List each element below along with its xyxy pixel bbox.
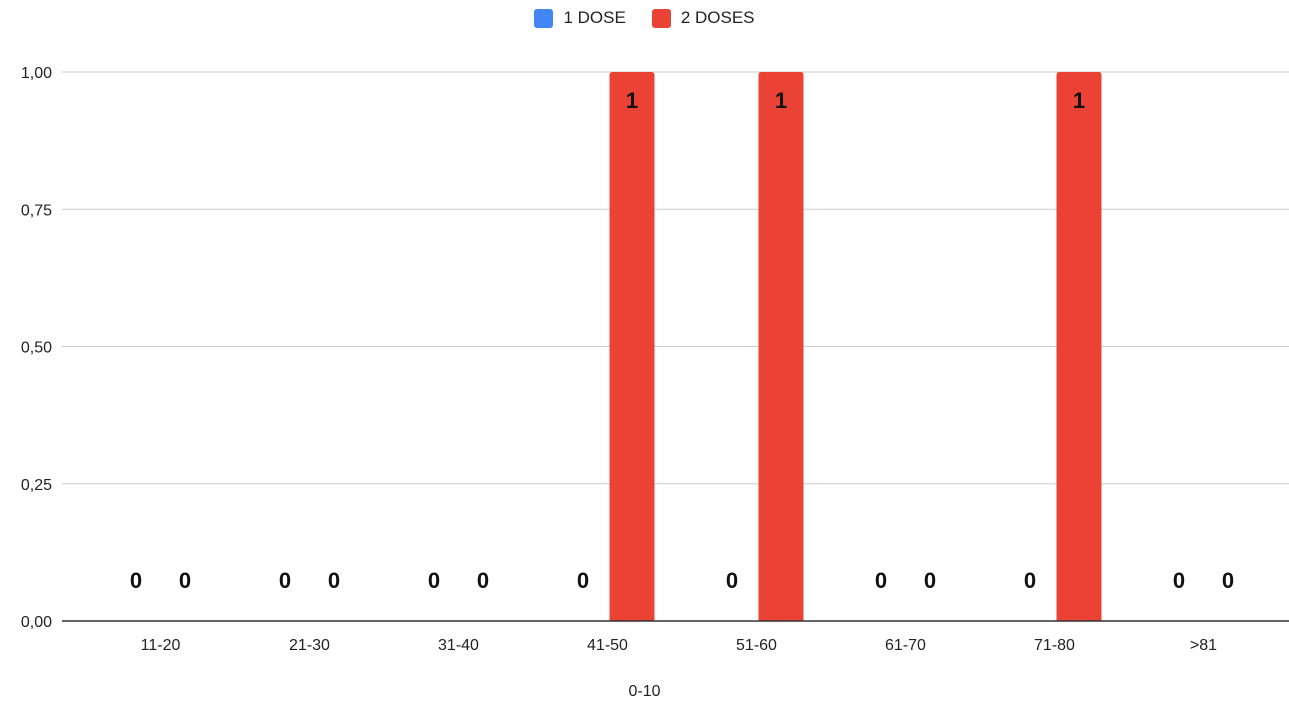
- bar: [759, 72, 804, 621]
- y-tick-label: 0,50: [21, 340, 52, 357]
- y-tick-label: 0,75: [21, 202, 52, 219]
- x-tick-label: 61-70: [885, 637, 926, 654]
- x-tick-label: 21-30: [289, 637, 330, 654]
- y-tick-label: 1,00: [21, 65, 52, 82]
- data-label: 1: [626, 88, 638, 113]
- data-label: 0: [179, 568, 191, 593]
- x-axis-label: 0-10: [0, 683, 1289, 701]
- data-label: 0: [279, 568, 291, 593]
- data-label: 0: [726, 568, 738, 593]
- x-tick-label: 31-40: [438, 637, 479, 654]
- x-tick-label: >81: [1190, 637, 1217, 654]
- data-label: 0: [1222, 568, 1234, 593]
- data-label: 0: [1024, 568, 1036, 593]
- data-label: 0: [428, 568, 440, 593]
- data-label: 0: [1173, 568, 1185, 593]
- y-tick-label: 0,25: [21, 477, 52, 494]
- data-label: 1: [775, 88, 787, 113]
- x-tick-label: 71-80: [1034, 637, 1075, 654]
- data-label: 0: [328, 568, 340, 593]
- x-tick-label: 51-60: [736, 637, 777, 654]
- bar: [610, 72, 655, 621]
- x-tick-label: 41-50: [587, 637, 628, 654]
- data-label: 0: [875, 568, 887, 593]
- bar: [1057, 72, 1102, 621]
- data-label: 0: [477, 568, 489, 593]
- data-label: 0: [130, 568, 142, 593]
- data-label: 0: [577, 568, 589, 593]
- x-tick-label: 11-20: [141, 637, 181, 654]
- data-label: 0: [924, 568, 936, 593]
- y-tick-label: 0,00: [21, 614, 52, 631]
- data-label: 1: [1073, 88, 1085, 113]
